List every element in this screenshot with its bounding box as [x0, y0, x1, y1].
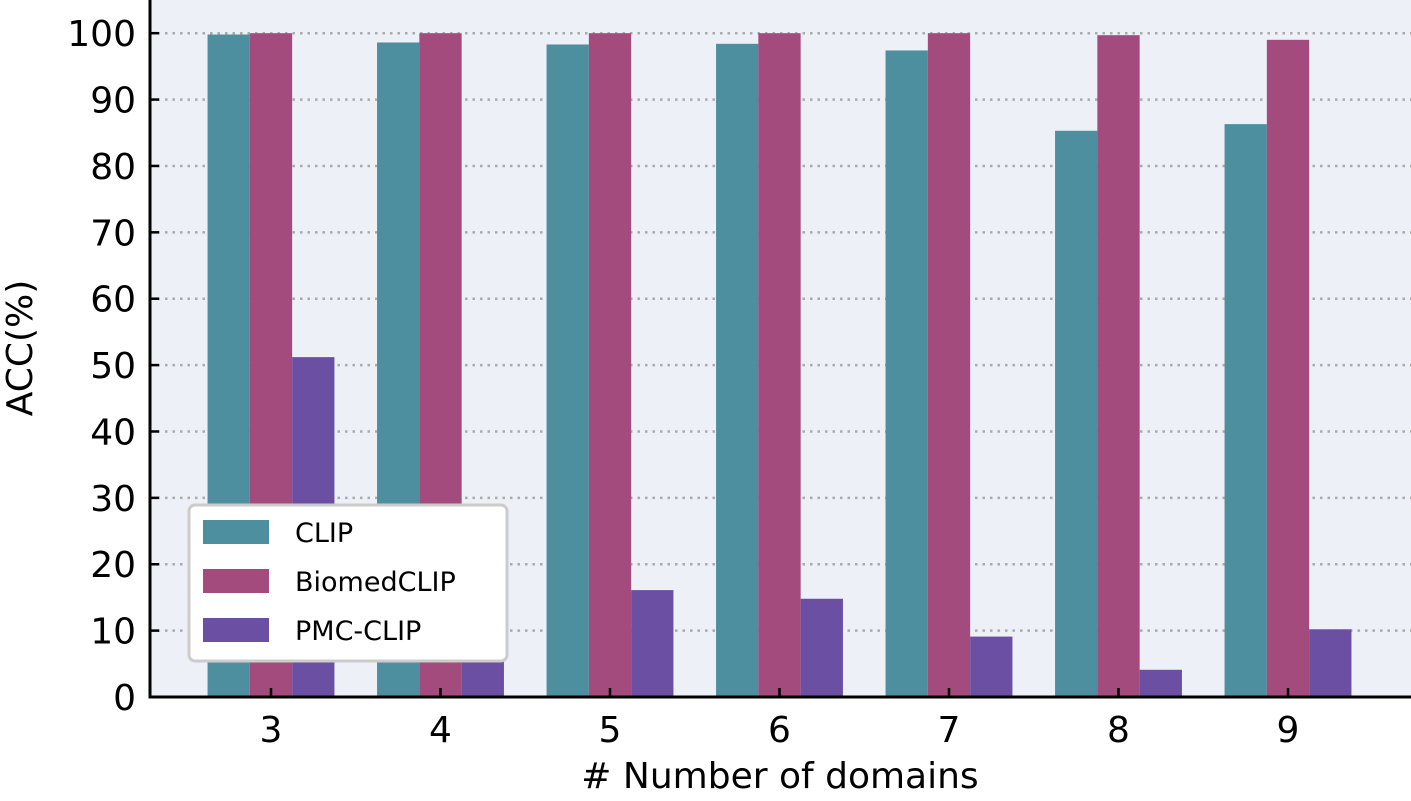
bar-biomedclip-8: [1097, 35, 1140, 698]
y-tick-label: 50: [90, 346, 136, 387]
legend-label-biomedclip: BiomedCLIP: [295, 567, 456, 598]
tick-labels: 0 10 20 30 40 50 60 70 80 90 100 3 4 5 6 7 8 9: [67, 14, 1299, 751]
x-axis-title: # Number of domains: [581, 756, 978, 797]
bar-biomedclip-9: [1266, 39, 1310, 698]
bar-clip-9: [1224, 124, 1267, 697]
y-tick-label: 60: [90, 280, 136, 321]
bar-clip-7: [885, 50, 928, 697]
bar-pmc-clip-7: [970, 636, 1013, 697]
y-tick-label: 20: [90, 545, 136, 586]
y-tick-label: 80: [90, 147, 136, 188]
legend-swatch-pmc-clip: [203, 618, 269, 642]
bar-clip-5: [546, 44, 589, 698]
bar-clip-8: [1055, 130, 1098, 697]
y-tick-label: 0: [113, 678, 136, 719]
bar-biomedclip-6: [758, 33, 801, 697]
y-tick-label: 70: [90, 213, 136, 254]
x-tick-label: 7: [938, 710, 961, 751]
bar-biomedclip-5: [588, 33, 632, 697]
x-tick-label: 8: [1107, 710, 1130, 751]
legend-label-pmc-clip: PMC-CLIP: [295, 616, 421, 647]
legend-swatch-clip: [203, 520, 269, 544]
legend: CLIP BiomedCLIP PMC-CLIP: [187, 503, 509, 663]
x-tick-label: 5: [599, 710, 622, 751]
bar-pmc-clip-6: [800, 598, 843, 697]
y-tick-label: 100: [67, 14, 136, 55]
y-tick-label: 10: [90, 612, 136, 653]
bar-pmc-clip-8: [1139, 669, 1182, 697]
x-tick-label: 6: [768, 710, 791, 751]
y-tick-label: 90: [90, 81, 136, 122]
legend-label-clip: CLIP: [295, 518, 353, 549]
bar-pmc-clip-4: [461, 657, 504, 697]
y-tick-label: 30: [90, 479, 136, 520]
bar-pmc-clip-5: [631, 590, 674, 697]
bar-biomedclip-7: [927, 33, 971, 697]
x-tick-label: 4: [429, 710, 452, 751]
x-tick-label: 9: [1277, 710, 1300, 751]
y-axis-title: ACC(%): [0, 280, 41, 417]
x-tick-label: 3: [260, 710, 283, 751]
legend-swatch-biomedclip: [203, 569, 269, 593]
bar-pmc-clip-9: [1309, 629, 1352, 697]
bar-clip-6: [716, 43, 759, 698]
y-tick-label: 40: [90, 412, 136, 453]
